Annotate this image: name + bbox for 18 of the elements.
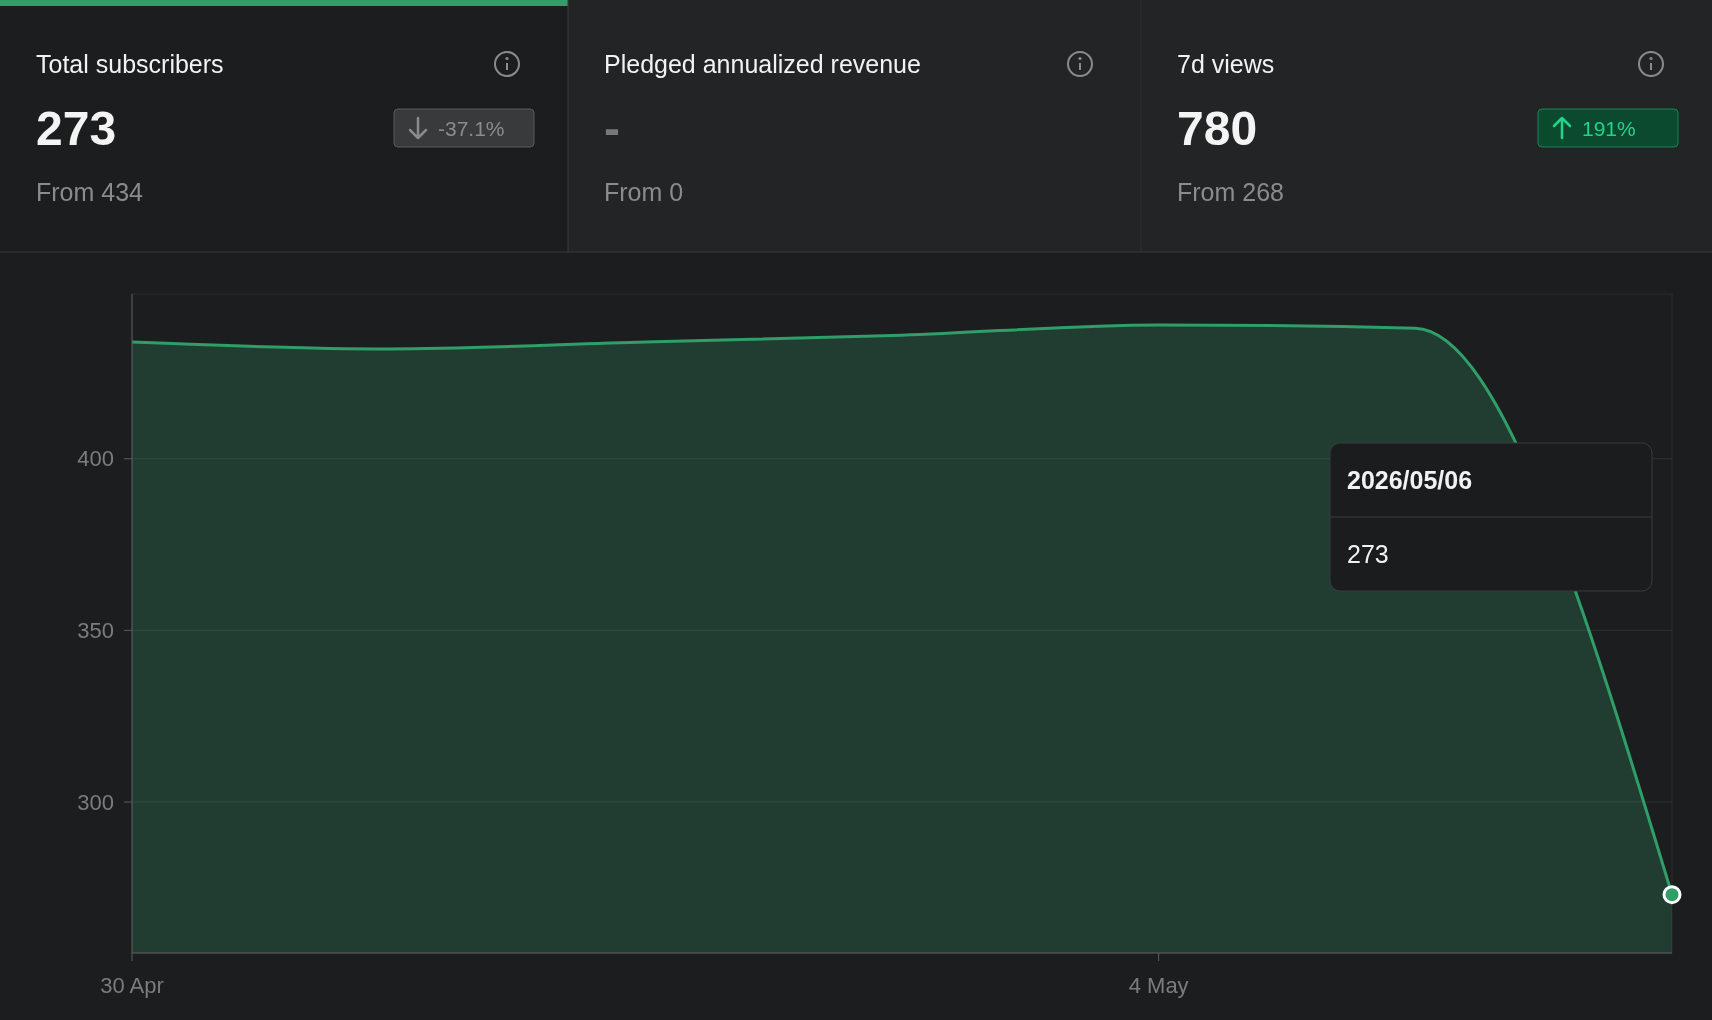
text: - bbox=[604, 102, 620, 155]
text: 780 bbox=[1177, 102, 1258, 155]
text: From 268 bbox=[1177, 178, 1284, 206]
annotation: 2026/05/06 bbox=[1347, 466, 1473, 494]
text: From 434 bbox=[36, 178, 144, 206]
text: From 0 bbox=[604, 178, 684, 206]
y-tick-label: 300 bbox=[77, 789, 114, 815]
x-tick-label: 4 May bbox=[1128, 973, 1189, 998]
y-tick-label: 350 bbox=[77, 618, 114, 644]
text: 7d views bbox=[1177, 50, 1275, 78]
x-tick-label: 30 Apr bbox=[100, 973, 164, 998]
annotation: 273 bbox=[1347, 540, 1389, 568]
text: Pledged annualized revenue bbox=[604, 50, 921, 78]
text: Total subscribers bbox=[36, 50, 224, 78]
data-label: 191% bbox=[1582, 117, 1636, 140]
text: 273 bbox=[36, 102, 117, 155]
data-label: -37.1% bbox=[438, 117, 505, 140]
y-tick-label: 400 bbox=[77, 446, 114, 472]
